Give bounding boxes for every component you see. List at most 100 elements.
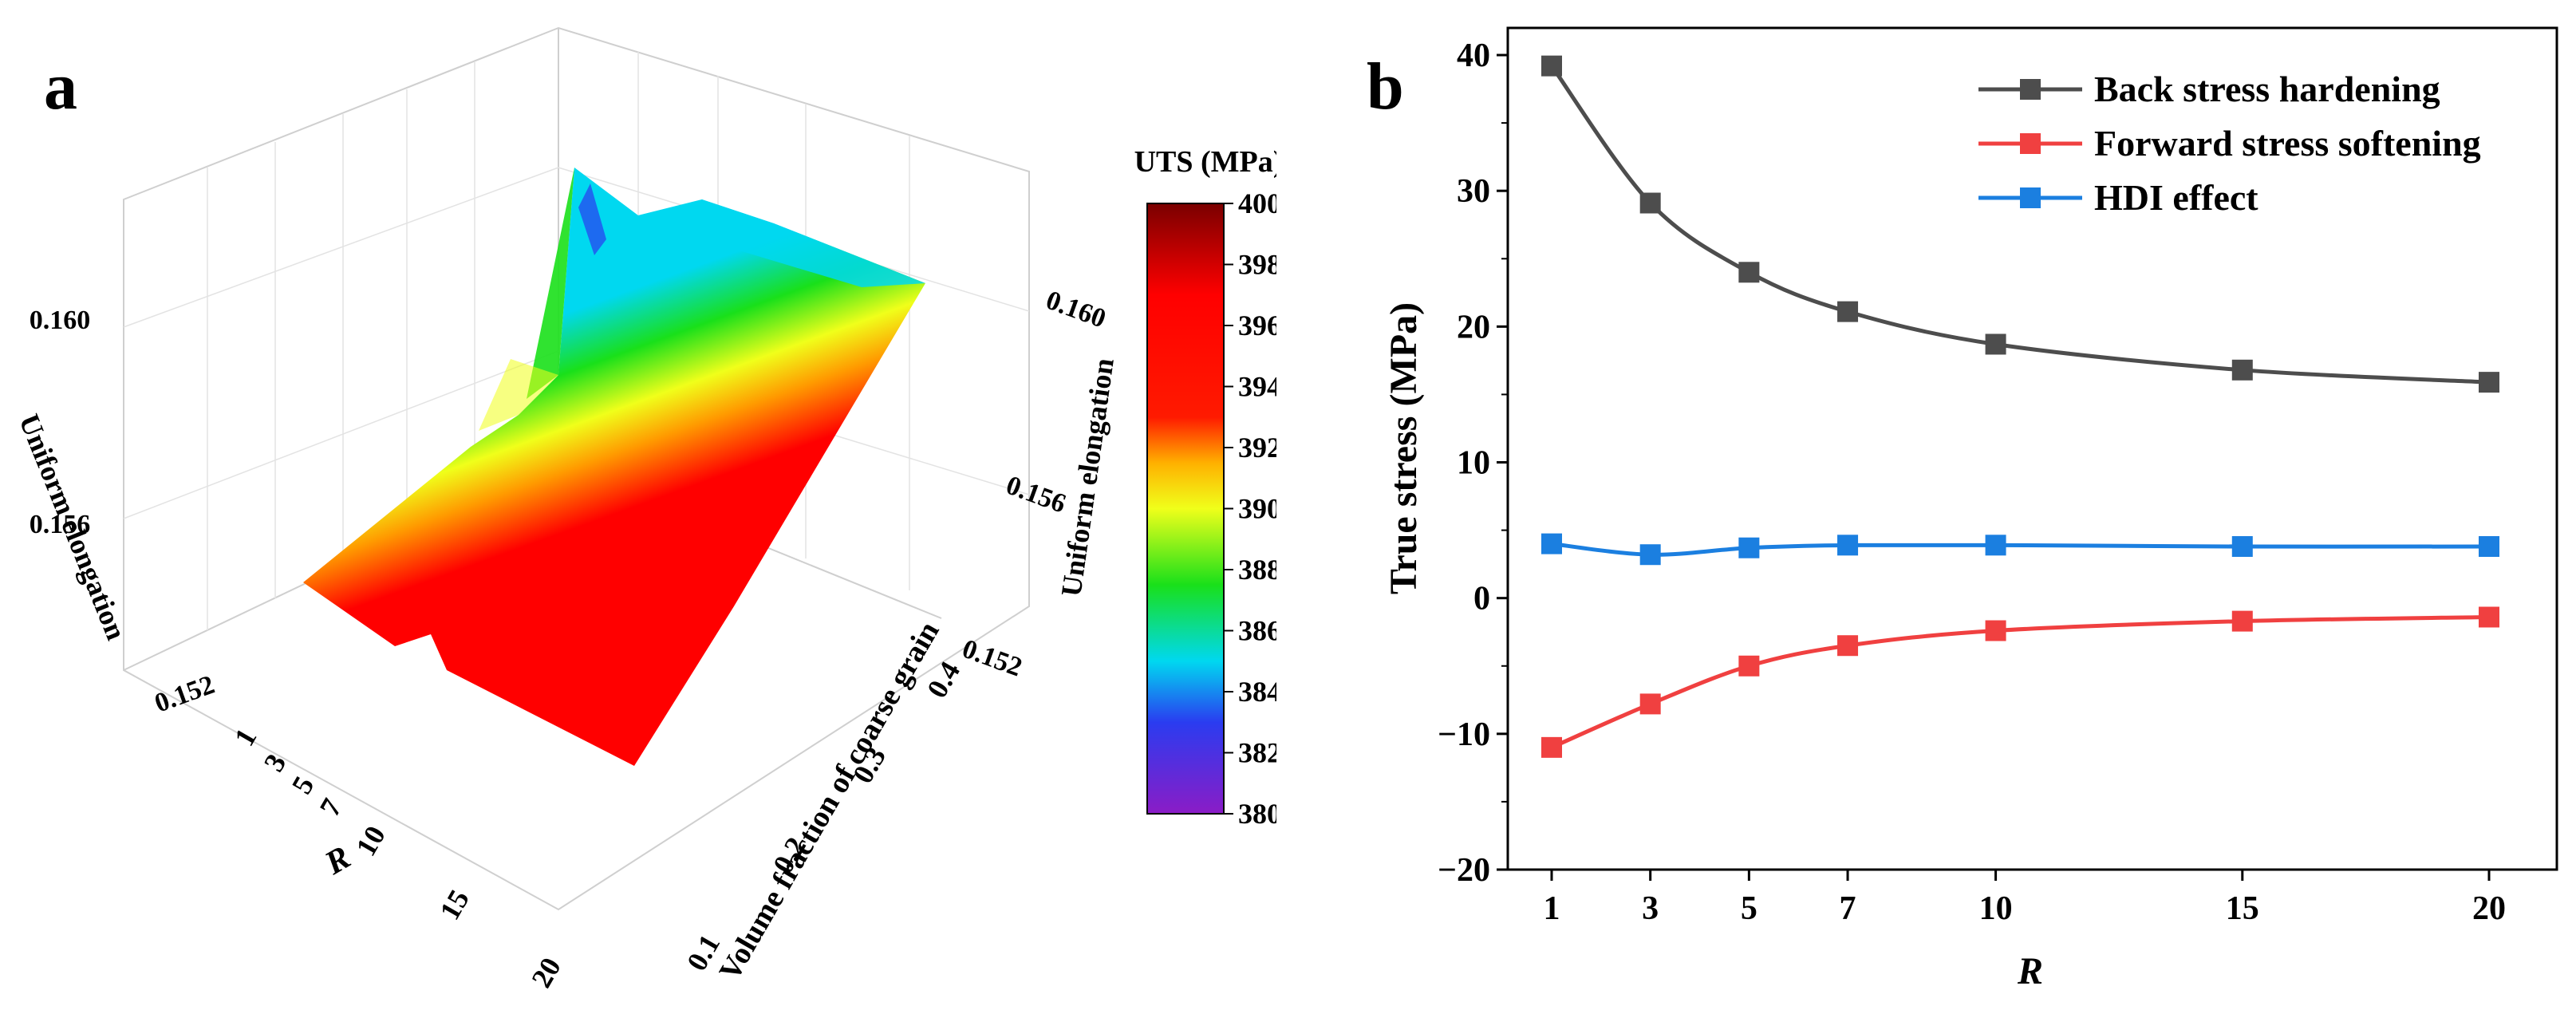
vf-axis: 0.1 0.2 0.3 0.4 Volume fraction of coars…: [680, 616, 966, 986]
x-tick-label: 15: [2226, 890, 2259, 927]
colorbar-tick-label: 394.0: [1238, 371, 1276, 403]
data-point: [1738, 262, 1760, 283]
colorbar-tick-label: 400.0: [1238, 187, 1276, 219]
x-axis-label: R: [2017, 950, 2043, 992]
data-point: [1639, 192, 1661, 214]
surface-yellow-fold: [479, 359, 558, 431]
z-tick-right: 0.152: [958, 634, 1026, 683]
data-point: [2479, 372, 2499, 393]
x-tick-label: 3: [1642, 890, 1659, 927]
plot-frame: [1506, 26, 2558, 871]
uts-surface: [303, 168, 925, 766]
surface-cyan-ridge: [574, 168, 925, 287]
surface-blue-fold: [578, 183, 606, 255]
r-tick: 15: [433, 884, 475, 925]
y-tick-label: −10: [1438, 716, 1490, 753]
legend-item: HDI effect: [1978, 177, 2258, 218]
x-tick-label: 7: [1840, 890, 1856, 927]
colorbar-gradient: [1147, 203, 1224, 814]
z-tick-right: 0.156: [1002, 471, 1070, 519]
legend-marker: [2020, 79, 2041, 100]
colorbar-strip: [1147, 203, 1224, 814]
x-tick-label: 10: [1979, 890, 2013, 927]
y-tick-label: 40: [1457, 37, 1490, 74]
r-tick: 10: [349, 820, 392, 861]
series-line: [1549, 65, 2490, 385]
z-axis-left: 0.160 0.156 0.152 Uniform elongation: [13, 306, 218, 719]
data-point: [2231, 359, 2253, 381]
colorbar-ticks: 400.0 398.0 396.0 394.0 392.0 390.0 388.0 386.0…: [1224, 187, 1276, 830]
y-tick-label: −20: [1438, 852, 1490, 889]
colorbar-tick-label: 392.0: [1238, 432, 1276, 464]
data-point: [1738, 655, 1760, 677]
x-tick-label: 5: [1741, 890, 1757, 927]
z-axis-right: 0.160 0.156 0.152 Uniform elongation: [958, 286, 1120, 683]
z-tick-left: 0.160: [30, 306, 91, 335]
y-tick-label: 0: [1473, 581, 1490, 617]
r-tick: 1: [228, 723, 263, 752]
colorbar-tick-label: 386.0: [1238, 615, 1276, 647]
data-point: [1985, 620, 2006, 641]
data-point: [1541, 55, 1562, 77]
data-point: [2479, 536, 2499, 558]
data-point: [1541, 736, 1562, 758]
data-point: [1837, 535, 1859, 556]
colorbar-tick-label: 384.0: [1238, 676, 1276, 708]
colorbar-tick-label: 382.0: [1238, 737, 1276, 769]
colorbar-title: UTS (MPa): [1134, 145, 1276, 179]
panel-b-label: b: [1367, 49, 1404, 124]
panel-a-label: a: [44, 49, 77, 124]
legend-item: Back stress hardening: [1978, 69, 2440, 109]
series-back-stress-hardening: [1541, 55, 2499, 393]
y-axis: 40 30 20 10 0 −10 −20: [1438, 37, 1508, 889]
colorbar-tick-label: 396.0: [1238, 310, 1276, 341]
data-point: [2231, 610, 2253, 632]
z-tick-left: 0.152: [151, 670, 219, 719]
surface-main: [303, 168, 925, 766]
legend: Back stress hardening Forward stress soft…: [1978, 69, 2481, 218]
line-chart: 40 30 20 10 0 −10 −20 1 3 5 7 10 15 20 True stress (…: [1383, 26, 2558, 992]
r-tick: 20: [525, 952, 567, 992]
data-point: [2231, 536, 2253, 558]
data-point: [1985, 535, 2006, 556]
legend-marker: [2020, 187, 2041, 208]
x-axis: 1 3 5 7 10 15 20: [1544, 870, 2506, 927]
surface-chart: 0.160 0.156 0.152 Uniform elongation 0.1…: [13, 26, 1276, 993]
data-point: [1837, 635, 1859, 657]
r-axis: 1 3 5 7 10 15 20 R: [228, 723, 567, 992]
vf-axis-label: Volume fraction of coarse grain: [713, 616, 946, 986]
data-point: [1837, 301, 1859, 322]
legend-item: Forward stress softening: [1978, 123, 2481, 164]
y-tick-label: 20: [1457, 309, 1490, 345]
data-point: [1639, 544, 1661, 566]
r-tick: 7: [314, 793, 349, 822]
series-forward-stress-softening: [1541, 606, 2499, 758]
legend-label: Back stress hardening: [2094, 69, 2440, 109]
data-point: [1541, 533, 1562, 554]
data-point: [1738, 537, 1760, 558]
colorbar-tick-label: 398.0: [1238, 249, 1276, 281]
series-layer: [1541, 55, 2499, 758]
legend-marker: [2020, 133, 2041, 154]
colorbar-tick-label: 388.0: [1238, 554, 1276, 586]
data-point: [1639, 693, 1661, 715]
data-point: [2479, 606, 2499, 628]
y-axis-label: True stress (MPa): [1383, 302, 1425, 594]
legend-label: HDI effect: [2094, 177, 2258, 218]
z-tick-left: 0.156: [30, 510, 91, 539]
data-point: [1985, 333, 2006, 355]
colorbar-tick-label: 390.0: [1238, 493, 1276, 525]
series-line: [1550, 615, 2490, 750]
series-hdi-effect: [1541, 533, 2499, 566]
y-tick-label: 10: [1457, 445, 1490, 482]
series-line: [1551, 542, 2490, 557]
x-tick-label: 20: [2472, 890, 2506, 927]
legend-label: Forward stress softening: [2094, 123, 2481, 164]
z-tick-right: 0.160: [1042, 286, 1110, 334]
x-tick-label: 1: [1544, 890, 1560, 927]
z-axis-label-right: Uniform elongation: [1055, 357, 1120, 599]
colorbar: UTS (MPa) 400.0 398.0 396.0 394.0 392.0 390.0…: [1134, 145, 1276, 830]
surface-peak: [527, 168, 574, 399]
y-tick-label: 30: [1457, 173, 1490, 210]
colorbar-tick-label: 380.0: [1238, 798, 1276, 830]
